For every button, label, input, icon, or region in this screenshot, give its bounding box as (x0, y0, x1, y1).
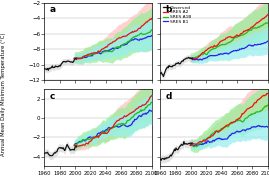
Text: b: b (166, 5, 172, 14)
Text: Annual Mean Daily Minimum Temperature (°C): Annual Mean Daily Minimum Temperature (°… (1, 32, 6, 156)
Text: c: c (50, 92, 55, 101)
Text: a: a (50, 5, 56, 14)
Legend: Observed, SRES A2, SRES A1B, SRES B1: Observed, SRES A2, SRES A1B, SRES B1 (162, 5, 192, 24)
Text: d: d (166, 92, 172, 101)
